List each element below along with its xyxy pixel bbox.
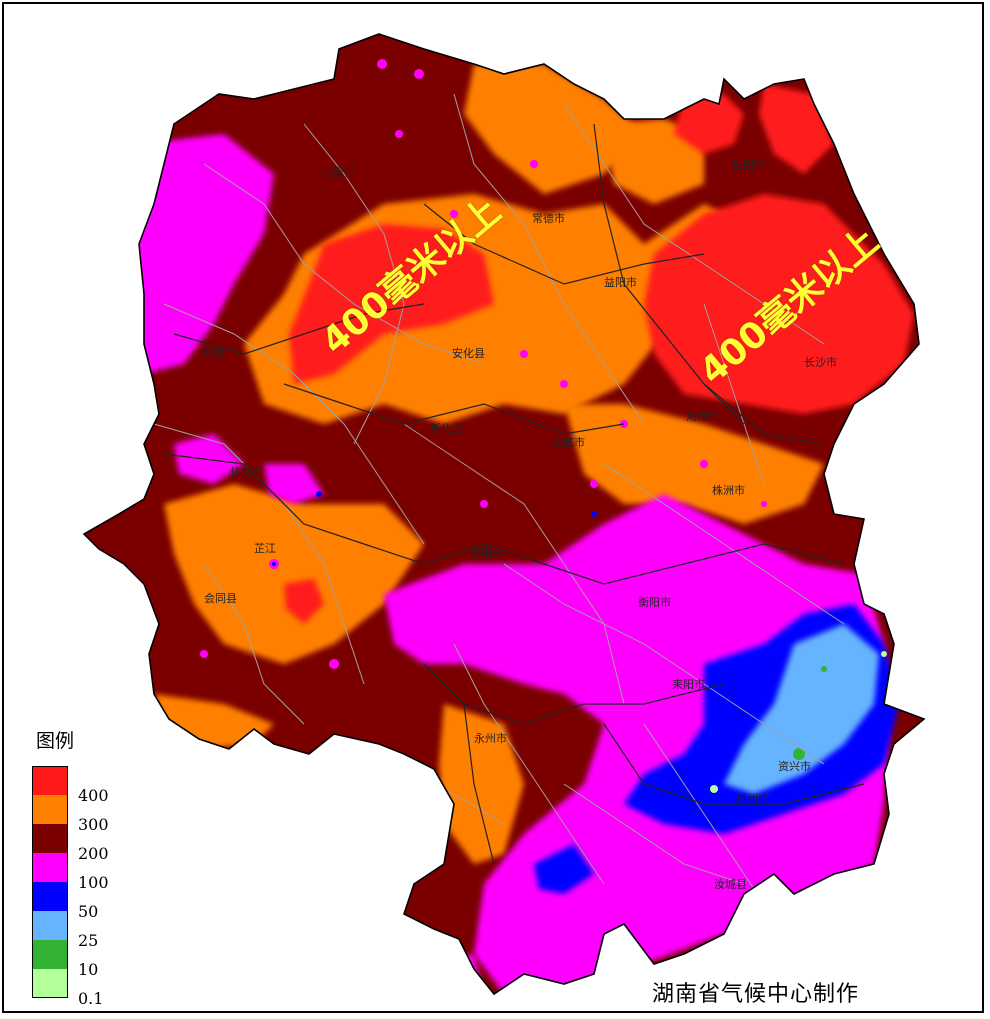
city-label: 芷江: [254, 542, 276, 555]
city-label: 安化县: [452, 347, 485, 360]
city-label: 衡阳市: [638, 596, 671, 609]
legend-label: 25: [78, 931, 99, 950]
legend-swatch: [32, 766, 68, 795]
city-label: 湘潭市: [686, 410, 719, 423]
legend-swatch: [32, 940, 68, 969]
city-label: 新化县: [430, 422, 463, 435]
legend-label: 10: [78, 960, 99, 979]
legend-label: 100: [78, 873, 109, 892]
city-label: 湘西: [202, 346, 224, 359]
city-label: 娄底市: [552, 436, 585, 449]
city-label: 岳阳市: [732, 158, 765, 171]
city-label: 郴州市: [736, 792, 769, 805]
city-label: 益阳市: [604, 276, 637, 289]
legend-swatch: [32, 911, 68, 940]
city-label: 怀化市: [230, 466, 263, 479]
legend-label: 200: [78, 844, 109, 863]
precipitation-map: [83, 33, 925, 995]
city-label: 邵阳市: [470, 547, 503, 560]
legend-label: 50: [78, 902, 99, 921]
legend-swatch: [32, 882, 68, 911]
producer-label: 湖南省气候中心制作: [652, 982, 860, 1007]
city-label: 张家界: [322, 166, 355, 179]
city-label: 常德市: [532, 212, 565, 225]
city-label: 株洲市: [712, 484, 745, 497]
legend-swatch: [32, 969, 68, 998]
legend-swatch: [32, 824, 68, 853]
legend-label: 0.1: [78, 989, 104, 1008]
city-label: 耒阳市: [672, 678, 705, 691]
city-label: 资兴市: [778, 760, 811, 773]
city-label: 会同县: [204, 592, 237, 605]
legend-swatch: [32, 853, 68, 882]
legend-title: 图例: [36, 730, 75, 752]
city-label: 汝城县: [714, 878, 747, 891]
city-label: 长沙市: [804, 356, 837, 369]
city-label: 永州市: [474, 732, 507, 745]
legend-label: 400: [78, 786, 109, 805]
legend-label: 300: [78, 815, 109, 834]
legend-swatch: [32, 795, 68, 824]
